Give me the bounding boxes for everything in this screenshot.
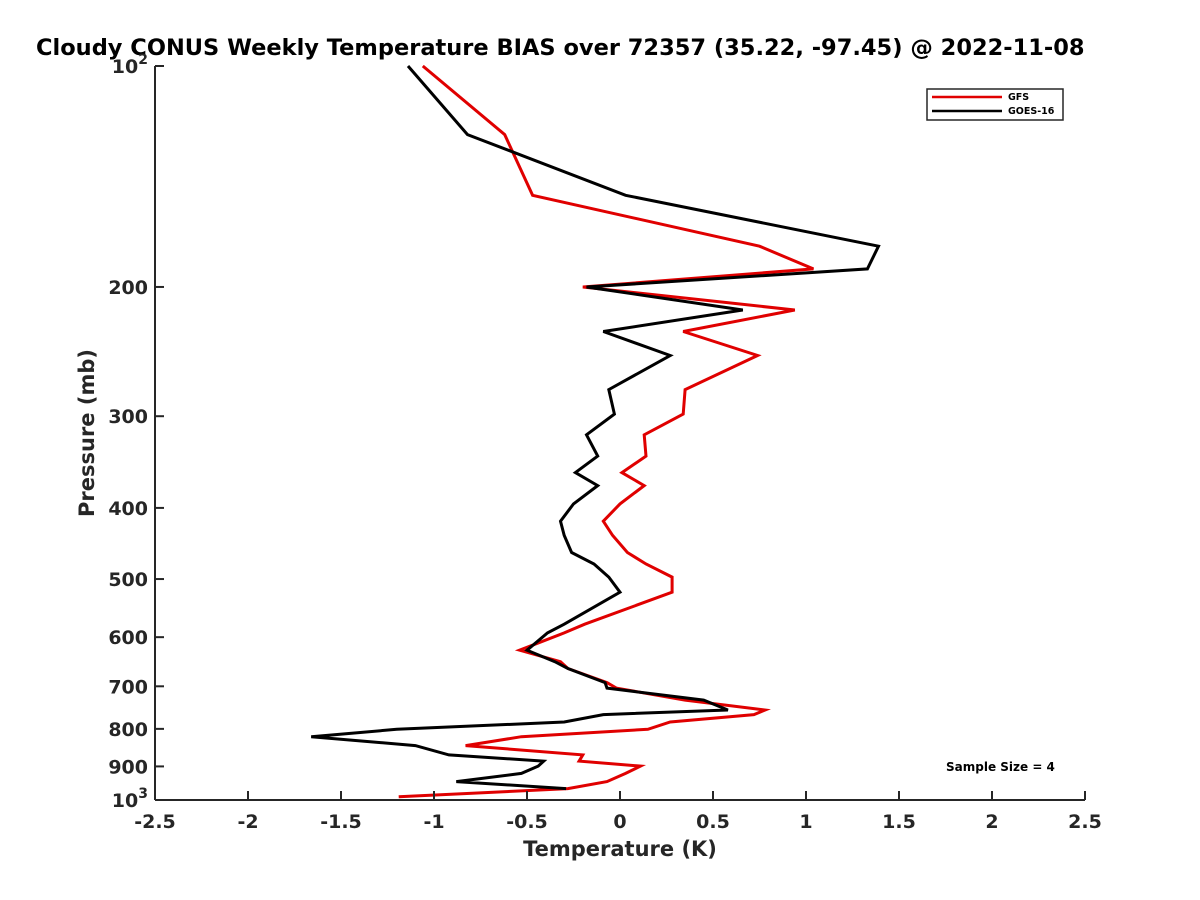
y-tick-label: 600 — [108, 627, 148, 649]
y-tick-label-base: 700 — [108, 676, 148, 698]
y-tick-label: 700 — [108, 676, 148, 698]
legend-box — [926, 88, 1064, 121]
y-tick-label-base: 200 — [108, 277, 148, 299]
series-line-goes-16 — [311, 65, 881, 791]
y-tick-label-base: 800 — [108, 719, 148, 741]
y-tick-label-base: 600 — [108, 627, 148, 649]
y-tick-label-base: 400 — [108, 498, 148, 520]
x-tick-label: -1 — [423, 811, 444, 833]
y-tick-label-exponent: 3 — [138, 786, 148, 802]
y-tick-label: 200 — [108, 277, 148, 299]
y-tick-label: 103 — [112, 786, 148, 812]
y-tick-label-exponent: 2 — [138, 52, 148, 68]
x-tick-label: 2 — [985, 811, 998, 833]
y-tick-label: 800 — [108, 719, 148, 741]
y-tick-label-base: 10 — [112, 56, 138, 78]
x-tick-label: 0 — [613, 811, 626, 833]
legend-label-goes16: GOES-16 — [1008, 106, 1055, 117]
x-tick-label: 2.5 — [1068, 811, 1102, 833]
legend-label-gfs: GFS — [1008, 92, 1029, 103]
y-tick-label: 102 — [112, 52, 148, 78]
series-layer — [311, 64, 881, 799]
y-axis-label: Pressure (mb) — [75, 349, 99, 517]
x-tick-label: 1.5 — [882, 811, 916, 833]
series-line-gfs — [398, 64, 814, 799]
x-tick-label: -2.5 — [134, 811, 176, 833]
y-tick-label-base: 300 — [108, 406, 148, 428]
legend: GFS GOES-16 — [926, 88, 1064, 121]
x-tick-label: 0.5 — [696, 811, 730, 833]
x-tick-label: -0.5 — [506, 811, 548, 833]
y-tick-label: 900 — [108, 756, 148, 778]
sample-size-annotation: Sample Size = 4 — [946, 760, 1055, 774]
x-tick-label: 1 — [799, 811, 812, 833]
y-tick-label-base: 10 — [112, 790, 138, 812]
x-axis-label: Temperature (K) — [523, 837, 717, 861]
y-tick-label: 300 — [108, 406, 148, 428]
y-tick-label-base: 900 — [108, 756, 148, 778]
y-tick-label-base: 500 — [108, 569, 148, 591]
x-tick-label: -1.5 — [320, 811, 362, 833]
x-ticks: -2.5 -2 -1.5 -1 -0.5 0 0.5 1 1.5 2 2.5 — [134, 791, 1102, 833]
y-tick-label: 400 — [108, 498, 148, 520]
y-tick-label: 500 — [108, 569, 148, 591]
x-tick-label: -2 — [237, 811, 258, 833]
chart-title: Cloudy CONUS Weekly Temperature BIAS ove… — [36, 35, 1085, 61]
